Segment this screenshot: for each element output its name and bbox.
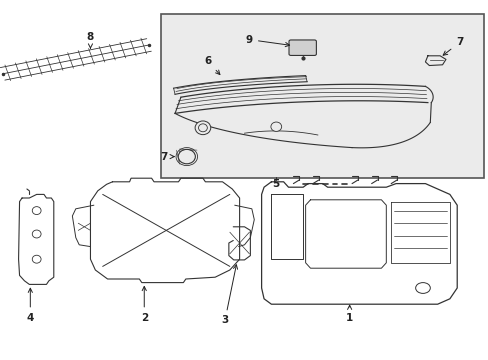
Text: 6: 6 — [204, 56, 220, 75]
Text: 9: 9 — [245, 35, 289, 47]
Ellipse shape — [415, 283, 429, 293]
Ellipse shape — [32, 207, 41, 215]
Text: 2: 2 — [141, 287, 147, 323]
Ellipse shape — [270, 122, 281, 131]
Text: 3: 3 — [221, 265, 237, 325]
Text: 4: 4 — [26, 288, 34, 323]
Bar — [161, 14, 483, 178]
Text: 5: 5 — [272, 179, 279, 189]
Text: 7: 7 — [160, 152, 174, 162]
Ellipse shape — [178, 149, 195, 164]
Ellipse shape — [32, 255, 41, 263]
Ellipse shape — [198, 124, 207, 132]
Text: 1: 1 — [346, 305, 352, 323]
Ellipse shape — [195, 121, 210, 135]
Text: 7: 7 — [442, 37, 463, 55]
FancyBboxPatch shape — [288, 40, 316, 55]
Text: 8: 8 — [87, 32, 94, 48]
Ellipse shape — [32, 230, 41, 238]
